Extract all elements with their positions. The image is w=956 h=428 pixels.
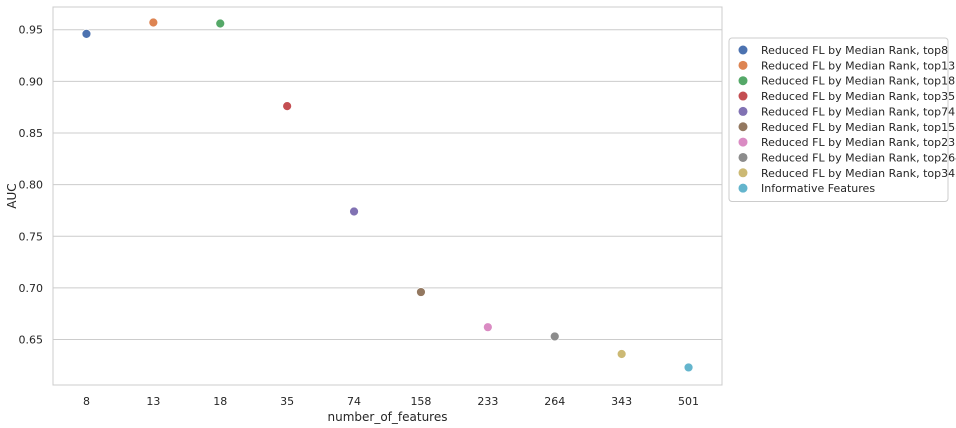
legend-label: Reduced FL by Median Rank, top8 xyxy=(761,44,948,57)
x-axis-label: number_of_features xyxy=(328,410,448,424)
legend-label: Reduced FL by Median Rank, top233 xyxy=(761,136,956,149)
legend-label: Reduced FL by Median Rank, top18 xyxy=(761,75,955,88)
legend-label: Reduced FL by Median Rank, top35 xyxy=(761,90,955,103)
legend-marker xyxy=(738,152,748,162)
data-point xyxy=(349,206,359,217)
legend-marker xyxy=(738,45,748,55)
x-tick-label: 343 xyxy=(611,395,632,408)
legend-marker xyxy=(738,60,748,70)
x-tick-label: 8 xyxy=(83,395,90,408)
legend-label: Reduced FL by Median Rank, top343 xyxy=(761,167,956,180)
data-point xyxy=(549,331,560,342)
plot-frame xyxy=(52,6,723,386)
x-tick-label: 264 xyxy=(544,395,565,408)
legend-marker xyxy=(738,168,748,178)
x-tick-label: 233 xyxy=(477,395,498,408)
y-tick-label: 0.70 xyxy=(19,282,44,295)
x-tick-label: 18 xyxy=(213,395,227,408)
data-point xyxy=(683,362,694,373)
legend-marker xyxy=(738,183,748,193)
legend-marker xyxy=(738,91,748,101)
data-point xyxy=(81,28,92,39)
legend-label: Reduced FL by Median Rank, top74 xyxy=(761,105,955,118)
x-tick-label: 501 xyxy=(678,395,699,408)
legend-box xyxy=(728,37,949,202)
x-tick-label: 35 xyxy=(280,395,294,408)
data-point xyxy=(416,287,426,297)
data-points xyxy=(81,17,694,373)
legend-marker xyxy=(738,122,748,132)
x-tick-label: 74 xyxy=(347,395,361,408)
y-axis: 0.65 0.70 0.75 0.80 0.85 0.90 0.95 xyxy=(19,24,44,347)
legend-label: Reduced FL by Median Rank, top158 xyxy=(761,121,956,134)
data-point xyxy=(482,322,493,333)
legend: Reduced FL by Median Rank, top8 Reduced F… xyxy=(728,37,956,202)
legend-marker xyxy=(738,76,748,86)
y-axis-label: AUC xyxy=(5,183,19,208)
legend-marker xyxy=(738,106,748,116)
data-point xyxy=(215,18,226,29)
grid-lines xyxy=(53,29,722,341)
x-tick-label: 13 xyxy=(146,395,160,408)
y-tick-label: 0.75 xyxy=(19,230,44,243)
data-point xyxy=(282,101,293,112)
y-tick-label: 0.95 xyxy=(19,24,44,37)
y-tick-label: 0.90 xyxy=(19,75,44,88)
y-tick-label: 0.65 xyxy=(19,334,44,347)
data-point xyxy=(616,349,627,359)
legend-label: Reduced FL by Median Rank, top264 xyxy=(761,151,956,164)
legend-label: Reduced FL by Median Rank, top13 xyxy=(761,59,955,72)
legend-label: Informative Features xyxy=(761,182,875,195)
x-axis: 8 13 18 35 74 158 233 264 343 501 xyxy=(83,395,699,408)
y-tick-label: 0.80 xyxy=(19,179,44,192)
data-point xyxy=(148,17,159,28)
y-tick-label: 0.85 xyxy=(19,127,44,140)
x-tick-label: 158 xyxy=(410,395,431,408)
legend-marker xyxy=(738,137,748,147)
